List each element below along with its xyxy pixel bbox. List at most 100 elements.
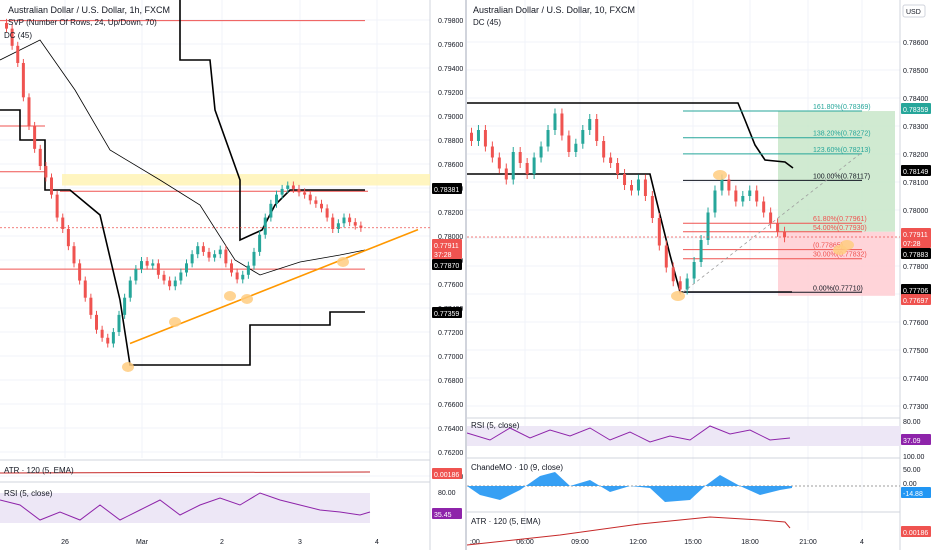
right-stop-zone xyxy=(778,231,895,296)
left-candle xyxy=(336,223,340,229)
left-atr-value: 0.00186 xyxy=(434,472,459,479)
right-candle xyxy=(483,130,487,147)
right-rsi-tick: 80.00 xyxy=(903,419,921,426)
right-y-tick: 0.78000 xyxy=(903,208,928,215)
right-candle xyxy=(685,278,689,290)
left-candle xyxy=(269,203,273,218)
right-price-label: 0.77883 xyxy=(903,252,928,259)
left-candle xyxy=(196,246,200,255)
left-candle xyxy=(83,280,87,298)
left-y-tick: 0.78200 xyxy=(438,210,463,217)
right-price-label-bg xyxy=(901,284,931,295)
left-candle xyxy=(162,274,166,281)
right-fib-label: 100.00%(0.78117) xyxy=(813,173,870,180)
right-cmo-label: ChandeMO · 10 (9, close) xyxy=(471,463,563,472)
left-price-label: 0.78381 xyxy=(434,187,459,194)
left-chart-title: Australian Dollar / U.S. Dollar, 1h, FXC… xyxy=(8,5,171,15)
left-candle xyxy=(218,249,222,255)
right-rsi-value-bg xyxy=(901,434,931,445)
left-candle xyxy=(252,251,256,266)
left-candle xyxy=(50,177,53,195)
left-price-label-bg xyxy=(432,259,462,270)
right-fib-label: 123.60%(0.78213) xyxy=(813,147,871,154)
right-y-tick: 0.78300 xyxy=(903,124,928,131)
right-x-tick: 21:00 xyxy=(799,539,817,546)
right-candle xyxy=(553,113,557,130)
right-x-first-tick: :00 xyxy=(470,539,480,546)
left-donchian-mid xyxy=(0,39,366,276)
right-y-tick: 0.78500 xyxy=(903,68,928,75)
right-candle xyxy=(727,179,731,191)
right-rsi-line xyxy=(466,425,791,443)
left-y-tick: 0.79000 xyxy=(438,114,463,121)
left-candle xyxy=(342,217,346,224)
right-chart-title: Australian Dollar / U.S. Dollar, 10, FXC… xyxy=(473,5,636,15)
right-candle xyxy=(476,130,480,141)
left-candle xyxy=(230,263,233,273)
right-target-zone xyxy=(778,111,895,232)
left-donchian-lower xyxy=(0,109,365,366)
left-price-label: 0.77911 xyxy=(434,243,459,250)
right-y-tick: 0.78600 xyxy=(903,40,928,47)
left-y-tick: 0.76600 xyxy=(438,402,463,409)
right-touch-marker xyxy=(713,170,727,180)
left-candle xyxy=(151,263,155,266)
right-price-label-bg xyxy=(901,248,931,259)
left-price-label-bg xyxy=(432,183,462,194)
right-candle xyxy=(664,245,668,268)
panel-divider[interactable] xyxy=(465,0,467,550)
right-price-label: 0.77697 xyxy=(903,298,928,305)
right-y-tick: 0.77600 xyxy=(903,320,928,327)
right-candle xyxy=(567,135,571,152)
left-candle xyxy=(134,269,138,281)
right-x-tick: 15:00 xyxy=(684,539,702,546)
left-candle xyxy=(286,185,290,189)
left-candle xyxy=(111,332,115,344)
right-candle xyxy=(692,262,696,279)
left-price-label: 0.77359 xyxy=(434,311,459,318)
right-cmo-value: -14.88 xyxy=(903,491,923,498)
left-x-tick: Mar xyxy=(136,539,149,546)
left-candle xyxy=(100,329,104,338)
left-candle xyxy=(348,217,352,223)
left-y-tick: 0.78800 xyxy=(438,138,463,145)
left-y-tick: 0.76800 xyxy=(438,378,463,385)
right-y-tick: 0.77800 xyxy=(903,264,928,271)
right-fib-label: 30.00%(0.77832) xyxy=(813,252,867,259)
left-price-label: 37:28 xyxy=(434,252,452,259)
right-y-tick: 0.78400 xyxy=(903,96,928,103)
left-candle xyxy=(156,263,160,275)
left-rsi-value-bg xyxy=(432,508,462,519)
left-candle xyxy=(33,125,37,149)
left-candle xyxy=(213,254,217,258)
right-candle xyxy=(678,281,682,290)
left-candle xyxy=(140,261,143,270)
left-candle xyxy=(179,272,183,281)
right-candle xyxy=(560,113,564,136)
right-x-tick: 4 xyxy=(860,539,864,546)
right-y-tick: 0.77400 xyxy=(903,376,928,383)
right-candle xyxy=(720,179,724,191)
right-touch-marker xyxy=(671,291,685,301)
left-candle xyxy=(331,217,335,229)
left-x-tick: 4 xyxy=(375,539,379,546)
right-candle xyxy=(497,157,501,169)
left-candle xyxy=(61,217,65,229)
left-price-label-bg xyxy=(432,248,462,259)
right-candle xyxy=(748,190,752,196)
right-price-label-bg xyxy=(901,103,931,114)
left-dc-label: DC (45) xyxy=(4,31,33,40)
right-candle xyxy=(671,267,675,282)
left-candle xyxy=(123,297,127,315)
right-price-label: 0.77706 xyxy=(903,288,928,295)
left-candle xyxy=(314,200,318,204)
left-candle xyxy=(106,337,110,344)
right-fib-label: 0.00%(0.77710) xyxy=(813,285,863,292)
left-y-tick: 0.79800 xyxy=(438,18,463,25)
left-y-tick: 0.79600 xyxy=(438,42,463,49)
right-price-label-bg xyxy=(901,237,931,248)
left-candle xyxy=(320,203,323,209)
right-price-label: 0.78149 xyxy=(903,169,928,176)
left-touch-marker xyxy=(337,257,349,267)
right-cmo-tick: 100.00 xyxy=(903,454,925,461)
